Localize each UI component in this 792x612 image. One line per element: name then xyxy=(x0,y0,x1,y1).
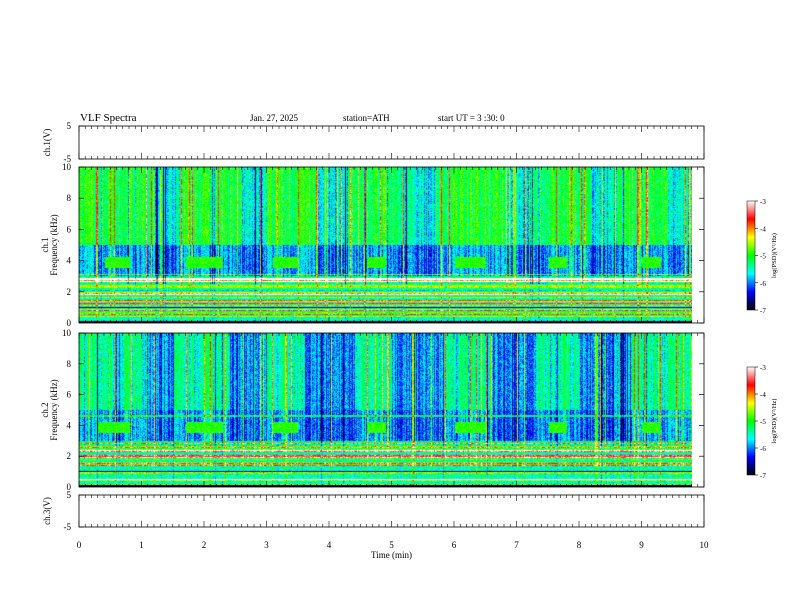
xtick-label: 1 xyxy=(139,540,144,550)
xtick-label: 8 xyxy=(577,540,582,550)
colorbar-label: log(PSD)(V²/Hz) xyxy=(771,399,778,444)
xtick-label: 6 xyxy=(452,540,457,550)
ch1-spectrogram-ytick-label: 10 xyxy=(62,162,72,172)
ch2-spectrogram-ytick-label: 4 xyxy=(67,420,72,430)
ch2-spectrogram-ytick-label: 0 xyxy=(67,482,72,492)
ch3-waveform-ylabel: ch.3(V) xyxy=(42,497,52,525)
colorbar-tick-label: -4 xyxy=(760,391,766,399)
colorbar-tick-label: -6 xyxy=(760,445,766,453)
ch2-spectrogram-ytick-label: 2 xyxy=(67,451,72,461)
xtick-label: 3 xyxy=(264,540,269,550)
xtick-label: 9 xyxy=(639,540,644,550)
ch1-waveform-ytick-label: -5 xyxy=(64,154,72,164)
ch1-spectrogram-ytick-label: 2 xyxy=(67,287,72,297)
ch1-waveform-ytick-label: 5 xyxy=(67,121,72,131)
ch1-spectrogram-ytick-label: 6 xyxy=(67,224,72,234)
colorbar-tick-label: -3 xyxy=(760,364,766,372)
xtick-label: 5 xyxy=(389,540,394,550)
ch1-spectrogram-ytick-label: 0 xyxy=(67,318,72,328)
start-time-label: start UT = 3 :30: 0 xyxy=(438,113,505,123)
xaxis-label: Time (min) xyxy=(371,550,412,560)
ch1-spectrogram-ytick-label: 8 xyxy=(67,193,72,203)
ch1-spectrogram-image xyxy=(79,167,692,323)
ch1-spectrogram-ylabel: ch.1 xyxy=(40,237,50,252)
colorbar-tick-label: -7 xyxy=(760,472,766,480)
chart-title: VLF Spectra xyxy=(80,112,137,124)
ch2-spectrogram-ytick-label: 6 xyxy=(67,390,72,400)
ch2-spectrogram-ytick-label: 8 xyxy=(67,359,72,369)
station-label: station=ATH xyxy=(343,113,390,123)
colorbar-tick-label: -5 xyxy=(760,253,766,261)
colorbar-1 xyxy=(746,200,756,311)
colorbar-label: log(PSD)(V²/Hz) xyxy=(771,233,778,278)
colorbar-2 xyxy=(746,366,756,476)
ch1-waveform-ylabel: ch.1(V) xyxy=(42,129,52,157)
colorbar-tick-label: -5 xyxy=(760,418,766,426)
xtick-label: 4 xyxy=(327,540,332,550)
colorbar-tick-label: -6 xyxy=(760,280,766,288)
xtick-label: 7 xyxy=(514,540,519,550)
ch3-waveform-ytick-label: -5 xyxy=(64,522,72,532)
colorbar-tick-label: -7 xyxy=(760,307,766,315)
ch2-spectrogram-ytick-label: 10 xyxy=(62,328,72,338)
colorbar-tick-label: -3 xyxy=(760,198,766,206)
ch2-spectrogram-ylabel: Frequency (kHz) xyxy=(49,379,59,440)
ch2-spectrogram-image xyxy=(79,333,692,487)
date-label: Jan. 27, 2025 xyxy=(250,113,298,123)
ch3-waveform-ytick-label: 5 xyxy=(67,490,72,500)
ch2-spectrogram-ylabel: ch.2 xyxy=(40,402,50,417)
xtick-label: 2 xyxy=(202,540,207,550)
xtick-label: 10 xyxy=(700,540,710,550)
colorbar-tick-label: -4 xyxy=(760,225,766,233)
ch1-spectrogram-ytick-label: 4 xyxy=(67,256,72,266)
ch1-spectrogram-ylabel: Frequency (kHz) xyxy=(49,214,59,275)
xtick-label: 0 xyxy=(77,540,82,550)
